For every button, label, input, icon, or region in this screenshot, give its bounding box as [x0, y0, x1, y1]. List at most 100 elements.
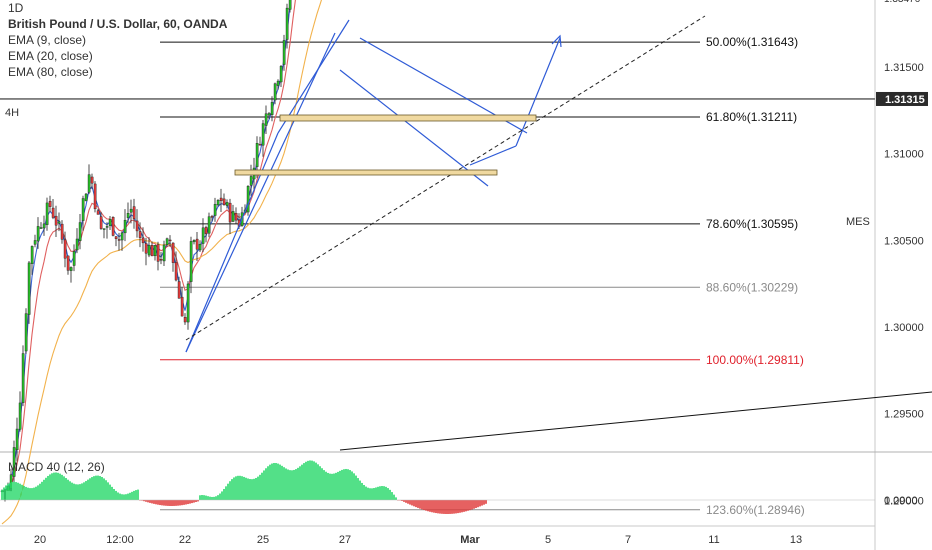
macd-bar — [427, 500, 429, 512]
candle-body — [66, 255, 70, 271]
macd-bar — [9, 482, 11, 500]
price-tick-label: 1.30000 — [884, 322, 924, 334]
macd-bar — [31, 488, 33, 500]
macd-bar — [325, 471, 327, 500]
macd-bar — [277, 463, 279, 500]
macd-bar — [111, 486, 113, 500]
macd-bar — [77, 484, 79, 500]
macd-bar — [327, 472, 329, 500]
macd-bar — [107, 482, 109, 500]
price-tick-label: 1.29000 — [884, 495, 924, 507]
macd-bar — [127, 493, 129, 500]
macd-bar — [119, 493, 121, 500]
resistance-box — [279, 114, 537, 122]
macd-bar — [185, 500, 187, 505]
mes-label: MES — [846, 216, 870, 228]
support-box — [234, 169, 498, 176]
fib-label: 123.60%(1.28946) — [706, 503, 805, 517]
macd-bar — [301, 464, 303, 500]
macd-bar — [35, 486, 37, 500]
macd-bar — [151, 500, 153, 504]
candle-body — [231, 211, 235, 222]
candle-body — [111, 217, 115, 236]
macd-bar — [95, 475, 97, 500]
macd-bar — [379, 486, 381, 500]
candle-body — [171, 242, 175, 263]
macd-bar — [63, 476, 65, 500]
macd-bar — [317, 464, 319, 500]
macd-bar — [155, 500, 157, 505]
macd-bar — [171, 500, 173, 506]
macd-bar — [205, 495, 207, 500]
macd-bar — [391, 492, 393, 500]
candle-body — [9, 474, 13, 489]
macd-bar — [163, 500, 165, 506]
candle-body — [258, 144, 262, 146]
candle-body — [120, 232, 124, 241]
macd-bar — [109, 484, 111, 500]
macd-bar — [275, 463, 277, 500]
macd-bar — [19, 483, 21, 500]
macd-bar — [329, 473, 331, 500]
macd-bar — [383, 486, 385, 500]
fib-label: 88.60%(1.30229) — [706, 280, 798, 294]
macd-bar — [333, 473, 335, 500]
macd-bar — [389, 489, 391, 500]
macd-bar — [417, 500, 419, 508]
macd-bar — [439, 500, 441, 514]
macd-bar — [407, 500, 409, 504]
macd-bar — [473, 500, 475, 509]
macd-bar — [173, 500, 175, 506]
macd-bar — [477, 500, 479, 508]
macd-bar — [117, 492, 119, 500]
macd-bar — [297, 467, 299, 500]
ema20-line — [1, 0, 296, 492]
macd-bar — [291, 470, 293, 500]
price-tick-label: 1.29500 — [884, 409, 924, 421]
macd-bar — [29, 488, 31, 500]
macd-bar — [229, 481, 231, 500]
macd-bar — [323, 470, 325, 500]
macd-bar — [81, 483, 83, 500]
candle-body — [84, 193, 88, 202]
candle-body — [261, 123, 265, 146]
ema80-legend: EMA (80, close) — [8, 65, 93, 79]
macd-bar — [465, 500, 467, 512]
macd-bar — [443, 500, 445, 514]
macd-bar — [101, 477, 103, 500]
macd-bar — [463, 500, 465, 512]
macd-bar — [215, 496, 217, 500]
macd-bar — [3, 487, 5, 500]
candle-body — [192, 240, 196, 243]
macd-bar — [411, 500, 413, 506]
candle-body — [204, 227, 208, 234]
candle-body — [105, 226, 109, 228]
macd-bar — [309, 460, 311, 500]
macd-bar — [197, 500, 199, 502]
macd-bar — [289, 470, 291, 500]
candle-body — [288, 0, 292, 10]
macd-bar — [409, 500, 411, 505]
macd-bar — [339, 470, 341, 500]
candle-body — [30, 246, 34, 264]
candle-body — [228, 202, 232, 223]
macd-bar — [341, 469, 343, 500]
fib-label: 50.00%(1.31643) — [706, 35, 798, 49]
macd-bar — [371, 488, 373, 500]
candle-body — [147, 245, 151, 256]
macd-bar — [15, 482, 17, 500]
fib-label: 61.80%(1.31211) — [706, 110, 797, 124]
macd-bar — [181, 500, 183, 506]
candle-body — [156, 244, 160, 262]
candle-body — [117, 239, 121, 241]
macd-bar — [1, 489, 3, 500]
macd-bar — [125, 494, 127, 500]
macd-bar — [103, 478, 105, 500]
macd-bar — [433, 500, 435, 513]
macd-bar — [305, 461, 307, 500]
macd-bar — [67, 479, 69, 500]
timeframe-4h-label: 4H — [5, 107, 19, 119]
candle-body — [78, 222, 82, 241]
time-tick-label: 7 — [625, 534, 631, 546]
